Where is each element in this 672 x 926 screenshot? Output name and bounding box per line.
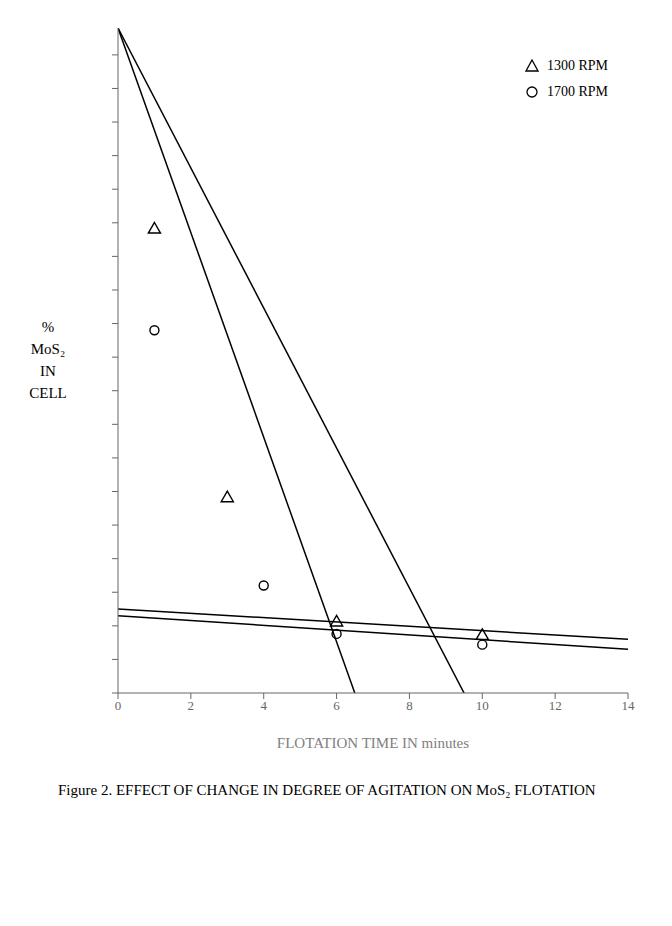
svg-text:12: 12: [549, 698, 562, 713]
html-text:IN: IN: [40, 362, 56, 379]
svg-text:2: 2: [188, 698, 195, 713]
html-text:1700 RPM: 1700 RPM: [546, 84, 608, 99]
svg-text:10: 10: [476, 698, 489, 713]
html-text:MoS₂: MoS₂: [30, 340, 66, 357]
svg-text:4: 4: [260, 698, 267, 713]
svg-text:8: 8: [406, 698, 413, 713]
svg-text:6: 6: [333, 698, 340, 713]
html-text:CELL: CELL: [29, 384, 67, 401]
svg-text:14: 14: [622, 698, 636, 713]
html-text:Figure 2. EFFECT OF CHANGE IN: Figure 2. EFFECT OF CHANGE IN DEGREE OF …: [58, 782, 596, 798]
svg-text:FLOTATION TIME IN minutes: FLOTATION TIME IN minutes: [277, 735, 469, 751]
html-text:1300 RPM: 1300 RPM: [546, 58, 608, 73]
svg-text:0: 0: [115, 698, 122, 713]
